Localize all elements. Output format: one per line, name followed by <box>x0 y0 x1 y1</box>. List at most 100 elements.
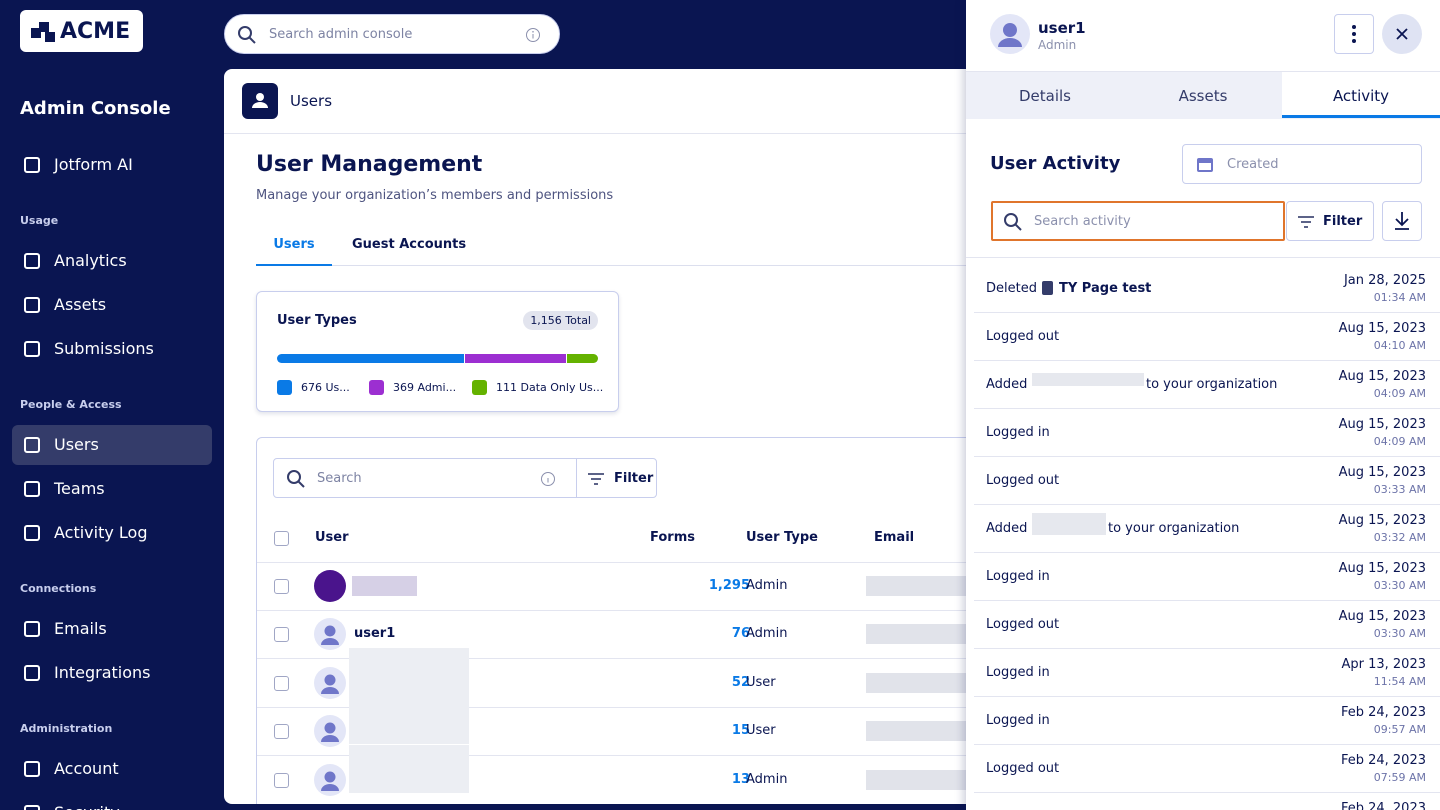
panel-role: Admin <box>1038 38 1077 52</box>
activity-time: 09:57 AM <box>1373 723 1426 736</box>
activity-date: Aug 15, 2023 <box>1338 417 1426 432</box>
date-placeholder: Created <box>1227 157 1279 172</box>
divider <box>257 562 966 563</box>
card-title: User Types <box>277 313 357 328</box>
activity-action: Logged out <box>986 761 1060 776</box>
activity-date: Jan 28, 2025 <box>1343 273 1426 288</box>
filter-button[interactable]: Filter <box>576 458 657 498</box>
activity-search[interactable]: Search activity <box>991 201 1285 241</box>
activity-time: 07:59 AM <box>1373 771 1426 784</box>
activity-date: Feb 24, 2023 <box>1340 705 1426 720</box>
checkbox[interactable] <box>274 772 289 788</box>
nav-item[interactable]: Submissions <box>54 339 154 358</box>
redacted-email <box>866 624 966 645</box>
forms-count[interactable]: 15 <box>731 723 750 739</box>
activity-row: Logged out Aug 15, 2023 04:10 AM <box>974 313 1440 361</box>
nav-item[interactable]: Emails <box>54 619 107 638</box>
activity-time: 04:10 AM <box>1373 339 1426 352</box>
main-card: Users User Management Manage your organi… <box>224 69 966 804</box>
redacted-name <box>349 647 469 696</box>
column-header[interactable]: Forms <box>650 530 695 545</box>
redacted-user <box>1032 373 1144 386</box>
nav-item[interactable]: Users <box>54 435 99 454</box>
global-search[interactable]: Search admin console <box>224 14 560 54</box>
user-types-card: User Types 1,156 Total 676 Us... 369 Admi… <box>256 291 619 412</box>
activity-action: Logged in <box>986 665 1050 680</box>
date-picker[interactable]: Created <box>1182 144 1422 184</box>
nav-item[interactable]: Integrations <box>54 663 151 682</box>
column-header: Email <box>874 530 915 545</box>
activity-row: Added to your organization Aug 15, 2023 04:… <box>974 361 1440 409</box>
activity-list: Deleted TY Page test Jan 28, 2025 01:34 AM L… <box>974 265 1440 810</box>
nav-icon <box>24 297 40 313</box>
avatar <box>314 666 346 699</box>
forms-count[interactable]: 52 <box>731 674 750 690</box>
activity-date: Aug 15, 2023 <box>1338 609 1426 624</box>
activity-date: Aug 15, 2023 <box>1338 561 1426 576</box>
activity-date: Aug 15, 2023 <box>1338 321 1426 336</box>
activity-suffix: to your organization <box>1108 521 1240 536</box>
users-table: Search Filter User Forms User Type Email 1,2… <box>256 437 966 804</box>
legend-swatch <box>277 380 292 395</box>
header-title: Users <box>290 92 333 110</box>
activity-row: Deleted TY Page test Jan 28, 2025 01:34 AM <box>974 265 1440 313</box>
activity-action: Logged out <box>986 617 1060 632</box>
activity-date: Apr 13, 2023 <box>1341 657 1426 672</box>
panel-filter[interactable]: Filter <box>1286 201 1374 241</box>
activity-time: 03:33 AM <box>1373 483 1426 496</box>
activity-date: Aug 15, 2023 <box>1338 513 1426 528</box>
tab[interactable]: Guest Accounts <box>352 237 467 252</box>
nav-heading: Administration <box>20 722 113 735</box>
checkbox[interactable] <box>274 531 289 546</box>
search-icon <box>238 26 256 44</box>
panel-user: user1 <box>1038 19 1086 37</box>
form-icon <box>1042 281 1053 295</box>
tab[interactable]: Details <box>1018 87 1071 105</box>
checkbox[interactable] <box>274 627 289 643</box>
divider <box>257 658 966 660</box>
nav-item[interactable]: Jotform AI <box>54 155 133 174</box>
bar-segment <box>464 354 567 363</box>
logo-mark <box>31 22 55 42</box>
table-search[interactable]: Search <box>273 458 577 498</box>
checkbox[interactable] <box>274 724 289 740</box>
tab[interactable]: Activity <box>1282 72 1440 118</box>
redacted-user <box>1032 513 1106 535</box>
tab-underline <box>256 264 332 266</box>
logo[interactable]: ACME <box>20 10 143 52</box>
divider <box>966 257 1440 258</box>
checkbox[interactable] <box>274 675 289 691</box>
nav-item[interactable]: Teams <box>54 479 105 498</box>
nav-icon <box>24 665 40 681</box>
activity-date: Feb 24, 2023 <box>1340 753 1426 768</box>
close-button[interactable] <box>1382 14 1422 54</box>
nav-icon <box>24 481 40 497</box>
user-name[interactable]: user1 <box>354 626 396 642</box>
redacted-name <box>352 576 417 596</box>
more-button[interactable] <box>1334 14 1374 54</box>
redacted-name <box>349 696 469 745</box>
nav-item[interactable]: Security <box>54 805 120 810</box>
panel-tabs: Details Assets Activity <box>966 71 1440 119</box>
activity-time: 03:30 AM <box>1373 627 1426 640</box>
download-button[interactable] <box>1382 201 1422 241</box>
nav-item[interactable]: Assets <box>54 295 107 314</box>
forms-count[interactable]: 1,295 <box>708 578 750 593</box>
forms-count[interactable]: 76 <box>731 626 750 642</box>
tab[interactable]: Assets <box>1178 87 1228 105</box>
forms-count[interactable]: 13 <box>731 771 750 787</box>
user-type: Admin <box>746 771 788 787</box>
nav-item[interactable]: Analytics <box>54 251 127 270</box>
info-icon <box>541 472 555 486</box>
nav-icon <box>24 805 40 810</box>
tab[interactable]: Users <box>273 237 315 252</box>
nav-item[interactable]: Activity Log <box>54 523 148 542</box>
activity-row: Logged out Aug 15, 2023 03:33 AM <box>974 457 1440 505</box>
nav-item[interactable]: Account <box>54 759 119 778</box>
checkbox[interactable] <box>274 579 289 594</box>
redacted-name <box>349 744 469 793</box>
column-header[interactable]: User <box>315 530 349 545</box>
avatar <box>314 763 346 796</box>
activity-row: Logged out Aug 15, 2023 03:30 AM <box>974 601 1440 649</box>
